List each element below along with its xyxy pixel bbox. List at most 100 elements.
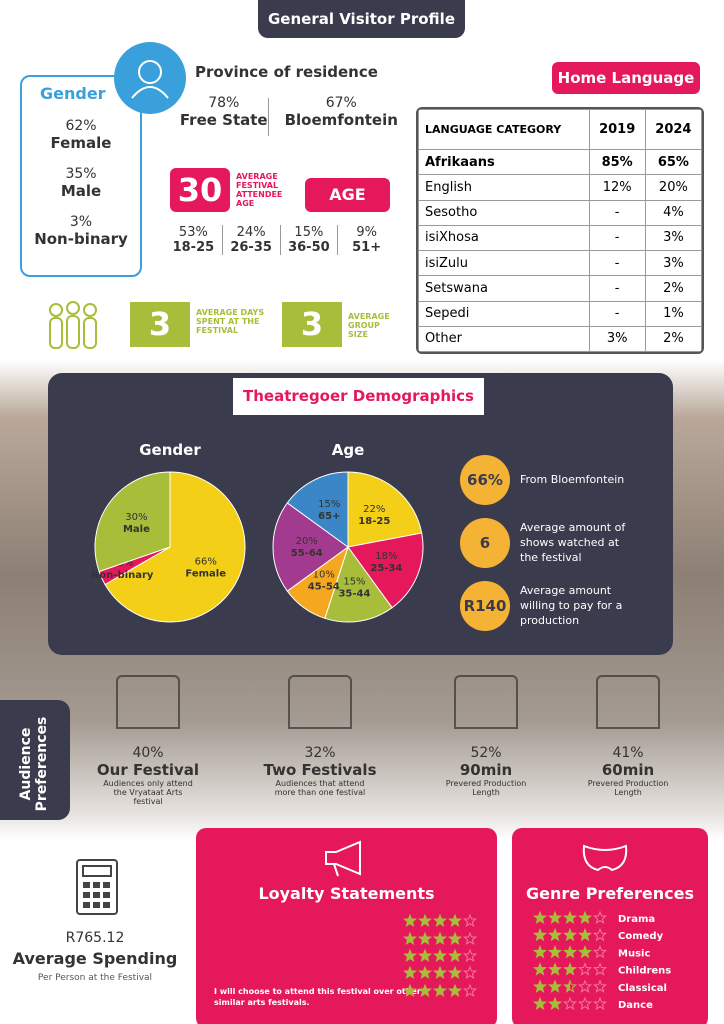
age-item-label: 26-35 [230, 240, 272, 255]
slice-label: Female [185, 569, 226, 580]
star [593, 979, 607, 993]
star [578, 962, 592, 976]
spending-label: Average Spending [12, 949, 178, 968]
preference-icon [288, 675, 352, 729]
pie-slice [347, 471, 423, 548]
star [563, 910, 577, 925]
province-list: 78% Free State 67% Bloemfontein [165, 95, 400, 129]
star [403, 983, 417, 998]
pie-slice [347, 532, 424, 609]
fact-value: 6 [460, 517, 510, 568]
preference-note: Audiences only attend the Vryataat Arts … [103, 779, 193, 806]
star [448, 983, 462, 998]
star [578, 945, 592, 959]
star [578, 910, 592, 925]
table-row: English 12% 20% [418, 174, 702, 201]
star [463, 913, 477, 928]
province-label: Bloemfontein [284, 111, 398, 129]
preference-value: 40% [132, 745, 164, 761]
preferences-title: Audience Preferences [18, 716, 50, 812]
age-value: 30 [170, 168, 230, 212]
slice-value: 18% [375, 551, 397, 562]
genre-name: Classical [618, 983, 667, 994]
slice-value: 10% [313, 569, 335, 580]
table-cell: 2% [644, 325, 702, 352]
fact-label: Average amount of shows watched at the f… [520, 521, 626, 564]
pie-slice [286, 471, 349, 548]
star [448, 965, 462, 980]
star [433, 931, 447, 946]
genre-panel [512, 828, 708, 1024]
star [448, 948, 462, 963]
star [593, 962, 607, 976]
preference-note: Prevered Production Length [587, 779, 669, 797]
pie-slice [94, 471, 171, 573]
preference-list: 40% Our Festival Audiences only attend the… [70, 675, 724, 815]
pie-slice [272, 502, 349, 592]
age-item-value: 53% [178, 225, 208, 240]
gender-box [20, 75, 142, 277]
star [563, 945, 577, 959]
divider [268, 98, 269, 136]
language-title: Home Language [552, 62, 700, 94]
gender-title: Gender [40, 84, 106, 103]
table-row: Sepedi -1% [418, 300, 702, 327]
slice-label: 25-34 [370, 563, 402, 574]
table-cell: Sesotho [418, 199, 590, 226]
star [418, 931, 432, 946]
fact-label: From Bloemfontein [520, 473, 625, 486]
table-cell: English [418, 174, 590, 201]
table-cell: 3% [644, 249, 702, 277]
preference: 32% Two Festivals Audiences that attend mo… [250, 675, 390, 797]
theatregoer-title: Theatregoer Demographics [233, 378, 484, 415]
genre-name: Drama [618, 914, 655, 925]
province-title: Province of residence [195, 63, 378, 81]
preference-label: Our Festival [96, 761, 200, 779]
age-list: 53% 18-25 24% 26-35 15% 36-50 9% 51+ [165, 225, 395, 255]
preference-value: 32% [304, 745, 336, 761]
age-item-label: 36-50 [288, 240, 330, 255]
column-header: 2019 [588, 109, 646, 150]
column-header: LANGUAGE CATEGORY [418, 109, 590, 150]
genre-title: Genre Preferences [526, 884, 694, 903]
province-value: 67% [325, 95, 357, 111]
language-table: LANGUAGE CATEGORY 2019 2024 Afrikaans 85% 65%… [418, 109, 702, 352]
table-row: Sesotho -4% [418, 199, 702, 226]
gender-value: 62% [65, 118, 97, 134]
star [548, 962, 562, 976]
pie-title: Age [332, 441, 365, 459]
star [533, 910, 547, 925]
star [548, 927, 562, 942]
star [433, 913, 447, 928]
genre-list: Drama Comedy Music Childrens Classical Dance [533, 910, 671, 1011]
age-item-value: 15% [294, 225, 324, 240]
star [433, 983, 447, 998]
age-title: AGE [305, 178, 390, 212]
table-cell: Setswana [418, 275, 590, 302]
person-icon [114, 42, 186, 114]
star [463, 983, 477, 998]
preference-value: 52% [470, 745, 502, 761]
star [593, 927, 607, 942]
fact: R140 Average amount willing to pay for a … [460, 574, 670, 637]
fact-value: 66% [460, 454, 510, 505]
megaphone-icon [325, 840, 361, 877]
province-item: 67% Bloemfontein [283, 95, 401, 129]
star [563, 962, 577, 976]
star [593, 910, 607, 925]
star [593, 945, 607, 959]
slice-label: 35-44 [338, 589, 370, 600]
preference-note: Audiences that attend more than one fest… [274, 779, 366, 797]
fact-value: R140 [460, 580, 510, 631]
loyalty-title: Loyalty Statements [258, 884, 435, 903]
table-cell: 3% [644, 224, 702, 252]
gender-label: Female [50, 134, 112, 152]
table-cell: 1% [644, 300, 702, 327]
preference: 41% 60min Prevered Production Length [558, 675, 698, 797]
table-cell: isiZulu [418, 249, 590, 277]
star [533, 996, 547, 1011]
loyalty-list: I will choose to attend this festival ov… [214, 913, 477, 1007]
age-item: 24% 26-35 [221, 225, 280, 255]
star [533, 962, 547, 976]
pie-slice [324, 545, 393, 623]
